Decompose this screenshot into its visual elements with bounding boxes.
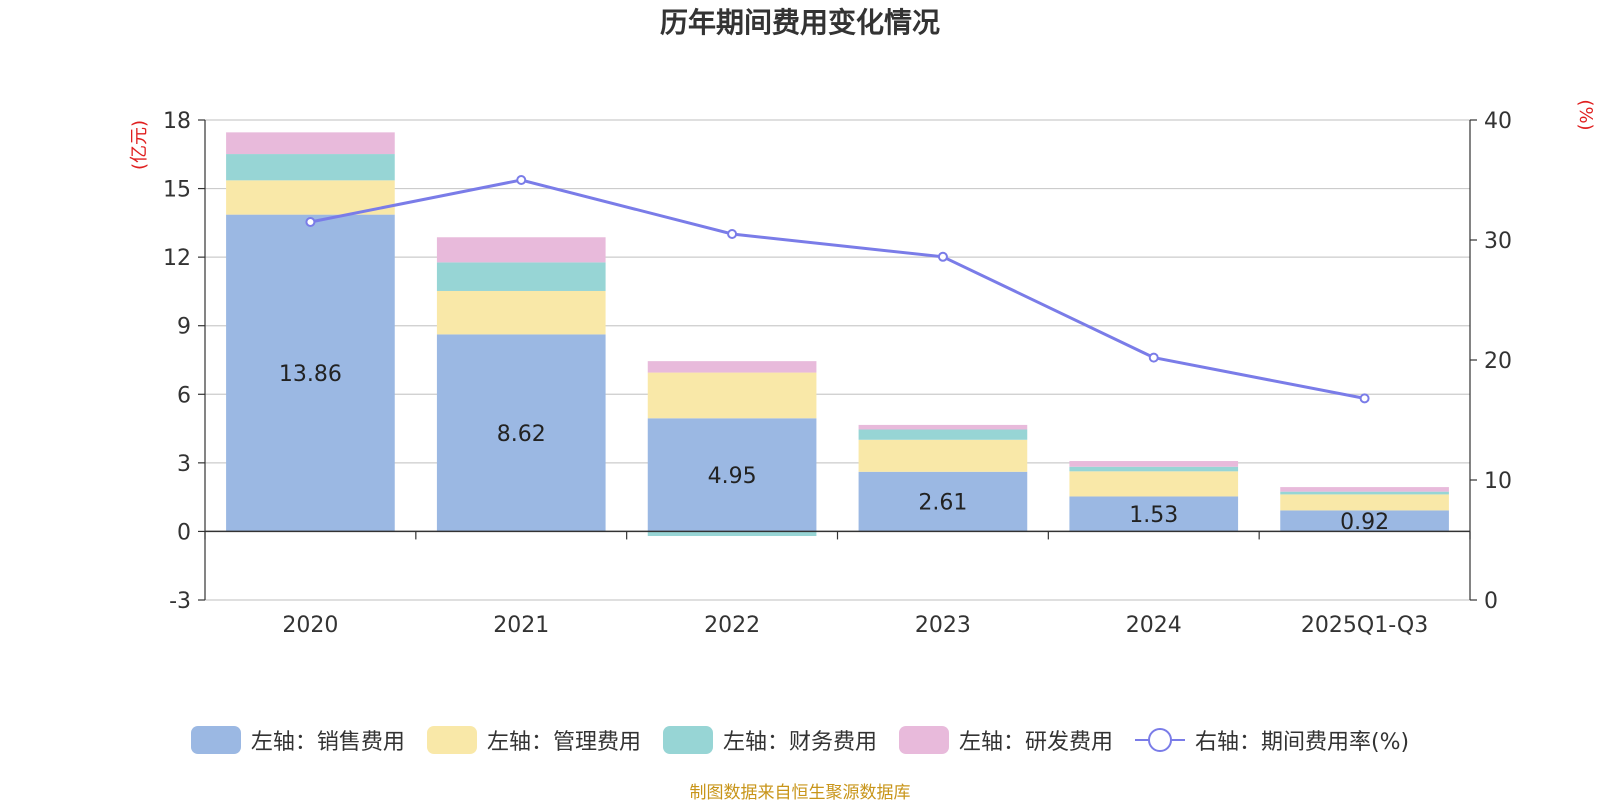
bar-segment [1280,487,1449,492]
x-axis-tick-label: 2024 [1126,613,1182,638]
left-axis-tick-label: 12 [163,246,191,271]
x-axis-tick-label: 2020 [282,613,338,638]
right-axis-tick-label: 0 [1484,589,1498,614]
legend-item-sales[interactable]: 左轴：销售费用 [190,724,405,756]
x-axis-tick-label: 2021 [493,613,549,638]
bar-layer [226,132,1449,536]
bar-segment [647,372,817,419]
legend-item-rnd[interactable]: 左轴：研发费用 [898,724,1113,756]
bar-segment [647,361,817,373]
right-axis-label: (%) [1575,99,1596,130]
x-axis-tick-label: 2025Q1-Q3 [1301,613,1428,638]
legend-label-admin: 左轴：管理费用 [486,730,641,755]
chart-title: 历年期间费用变化情况 [660,6,940,39]
legend-item-finance[interactable]: 左轴：财务费用 [662,724,877,756]
right-axis-tick-label: 40 [1484,109,1512,134]
bar-segment [858,439,1028,472]
x-axis-tick-label: 2022 [704,613,760,638]
bar-segment [436,237,606,263]
bar-segment [858,471,1028,532]
legend-swatch-finance [662,726,713,754]
legend-item-expense-rate[interactable]: 右轴：期间费用率(%) [1134,724,1410,756]
left-axis-label: (亿元) [129,120,150,170]
left-axis-tick-label: 3 [177,452,191,477]
left-axis-tick-label: 15 [163,178,191,203]
bar-segment [1069,496,1239,532]
bar-segment [226,132,395,155]
left-axis-tick-label: 9 [177,315,191,340]
bar-segment [858,429,1028,440]
legend-swatch-sales [190,726,241,754]
bar-segment [436,262,606,291]
bar-segment [647,531,817,536]
data-label-sales: 13.86 [279,362,342,387]
legend-swatch-expense-rate [1134,726,1185,754]
data-label-sales: 0.92 [1340,510,1389,535]
bar-segment [647,418,817,532]
legend-label-sales: 左轴：销售费用 [250,730,405,755]
expense-rate-point [305,217,316,227]
right-axis-tick-label: 30 [1484,229,1512,254]
bar-segment [1069,471,1239,497]
left-axis-tick-label: -3 [169,589,191,614]
expense-rate-point [937,251,948,262]
left-axis-tick-label: 0 [177,520,191,545]
legend: 左轴：销售费用 左轴：管理费用 左轴：财务费用 左轴：研发费用 右轴：期间费用率… [0,720,1600,760]
data-label-sales: 8.62 [497,422,546,447]
bar-segment [1069,461,1239,467]
legend-label-expense-rate: 右轴：期间费用率(%) [1194,730,1410,755]
expense-rate-point [1148,352,1159,363]
label-layer: 13.86 8.62 4.95 2.61 1.53 0.92 [279,362,1389,535]
expense-rate-point [727,229,738,239]
bar-segment [226,180,395,215]
legend-label-finance: 左轴：财务费用 [722,730,877,755]
right-axis-tick-label: 20 [1484,349,1512,374]
legend-swatch-rnd [898,726,949,754]
bar-segment [1280,491,1449,495]
bar-segment [858,424,1028,430]
data-label-sales: 1.53 [1129,503,1178,528]
bar-segment [226,154,395,181]
legend-label-rnd: 左轴：研发费用 [958,730,1113,755]
axis-layer: -3 0 3 6 9 12 15 18 0 10 20 30 40 2020 2021 2022 2023 202… [163,109,1512,638]
bar-segment [226,214,395,532]
legend-swatch-admin [426,726,477,754]
left-axis-tick-label: 6 [177,383,191,408]
bar-segment [436,334,606,532]
data-label-sales: 2.61 [918,491,967,516]
right-axis-tick-label: 10 [1484,469,1512,494]
bar-segment [436,290,606,335]
left-axis-tick-label: 18 [163,109,191,134]
bar-segment [1069,466,1239,472]
legend-item-admin[interactable]: 左轴：管理费用 [426,724,641,756]
x-axis-tick-label: 2023 [915,613,971,638]
expense-rate-point [516,175,527,185]
bar-segment [1280,494,1449,511]
footer-source: 制图数据来自恒生聚源数据库 [689,783,911,803]
expense-rate-point [1359,393,1370,404]
data-label-sales: 4.95 [708,464,757,489]
line-layer [305,175,1370,404]
bar-segment [1280,510,1449,532]
expense-rate-line [310,178,1365,400]
